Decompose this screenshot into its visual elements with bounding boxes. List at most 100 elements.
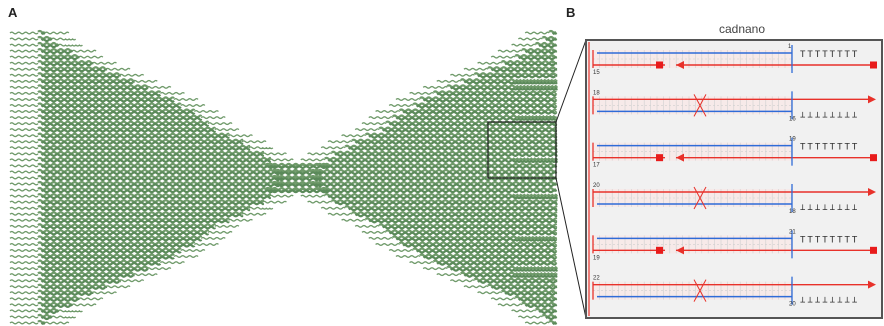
ss-overhang-left (44, 31, 70, 35)
helix-row-right-strand-b (449, 267, 558, 272)
helix-row-left-strand-a (37, 102, 182, 107)
helix-grid-strip (593, 235, 792, 254)
helix-row-right-strand-a (514, 54, 558, 58)
ss-loop-left (9, 152, 39, 156)
helix-row-right-strand-b (545, 38, 557, 43)
helix-row-right-strand-a (534, 41, 557, 46)
ss-overhang-left (91, 61, 117, 65)
ss-overhang-left (227, 134, 253, 138)
helix-row-right-strand-a (541, 35, 557, 40)
helix-row-left-strand-b (40, 56, 80, 61)
neck-helix-strand-a (272, 168, 323, 173)
scaffold-arrow-right (868, 95, 876, 104)
helix-row-left-strand-b (40, 243, 196, 248)
ss-loop-left (9, 230, 39, 234)
ss-overhang-left (132, 273, 158, 277)
ss-loop-left (9, 128, 39, 132)
helix-row-left-strand-a (37, 72, 121, 76)
helix-row-left-strand-b (40, 249, 182, 254)
panel-a-label: A (8, 5, 18, 20)
helix-row-left-strand-a (37, 217, 230, 221)
ss-overhang-right (327, 212, 353, 216)
helix-row-left-strand-b (40, 98, 175, 103)
ss-loop-left (9, 73, 39, 77)
scaffold-endcap (656, 246, 663, 254)
ss-loop-left (9, 55, 39, 59)
helix-grid-strip (593, 50, 792, 68)
cadnano-frame (585, 39, 883, 319)
helix-row-right-strand-b (436, 92, 557, 97)
helix-row-left-strand-b (40, 292, 94, 296)
ss-loop-left (9, 140, 39, 144)
ss-loop-left (9, 218, 39, 222)
helix-row-right-strand-b (388, 231, 558, 236)
scaffold-arrow-left (676, 61, 684, 69)
ss-overhang-right (300, 194, 326, 198)
helix-row-right-strand-b (327, 195, 558, 200)
helix-row-left-strand-b (40, 195, 272, 200)
helix-row-right-strand-b (368, 219, 558, 224)
helix-row-left-strand-a (37, 120, 210, 125)
helix-row-left-strand-a (37, 186, 277, 191)
helix-row-left-strand-b (40, 298, 80, 302)
ss-overhang-right (477, 291, 503, 295)
helix-row-right-strand-a (317, 162, 557, 167)
ss-overhang-left (51, 315, 77, 319)
ss-loop-left (9, 176, 39, 180)
ss-loop-left (9, 104, 39, 107)
helix-row-left-strand-b (40, 128, 216, 133)
helix-row-right-strand-b (477, 280, 558, 284)
helix-row-left-strand-a (37, 199, 265, 203)
ss-overhang-right (477, 61, 503, 65)
ss-overhang-right (497, 303, 523, 307)
ss-overhang-right (354, 128, 380, 132)
ss-loop-left (9, 158, 39, 162)
helix-row-right-strand-a (460, 78, 558, 83)
ss-overhang-left (78, 55, 104, 59)
helix-row-right-strand-b (504, 292, 558, 296)
helix-row-right-strand-b (313, 171, 557, 176)
scaffold-endcap-right (870, 61, 877, 69)
helix-row-left-strand-a (37, 41, 60, 46)
ss-overhang-left (173, 98, 199, 101)
helix-row-left-strand-b (40, 207, 251, 212)
ss-loop-left (9, 85, 39, 89)
helix-row-right-strand-b (395, 116, 558, 121)
helix-grid-strip (593, 189, 792, 207)
panel-a-origami-diagram (9, 29, 558, 326)
ss-overhang-right (300, 158, 326, 162)
scaffold-endcap (656, 154, 663, 162)
helix-row-right-strand-a (324, 156, 558, 161)
ss-loop-left (9, 243, 39, 246)
helix-row-left-strand-b (40, 141, 244, 145)
ss-loop-left (9, 212, 39, 216)
neck-helix-strand-b (268, 189, 329, 194)
ss-overhang-left (268, 158, 294, 162)
helix-row-right-strand-a (330, 199, 558, 203)
ss-overhang-left (146, 267, 172, 271)
helix-grid-strip (593, 281, 792, 300)
ss-overhang-right (395, 98, 421, 101)
panel-b-cadnano-view: 1 15 TTTTTTTT 18 16 ⊥⊥⊥⊥⊥⊥⊥⊥ 17 19 TTTTTTTT 20 18 ⊥… (585, 39, 883, 319)
scaffold-arrow-left (676, 246, 684, 255)
ss-overhang-right (517, 315, 543, 319)
helix-row-left-strand-b (40, 255, 175, 260)
helix-row-left-strand-b (40, 316, 53, 321)
helix-row-left-strand-b (40, 80, 135, 85)
ss-overhang-right (449, 73, 475, 77)
neck-helix-strand-b (268, 165, 329, 170)
helix-row-left-strand-b (40, 183, 284, 188)
helix-row-right-strand-b (381, 128, 558, 133)
helix-row-right-strand-b (436, 261, 557, 266)
ss-overhang-left (44, 321, 70, 325)
helix-number: 21 (789, 229, 796, 235)
helix-row-right-strand-b (313, 183, 557, 188)
helix-row-left-strand-b (40, 104, 182, 109)
ss-loop-left (9, 182, 39, 186)
helix-row-right-strand-b (415, 249, 557, 254)
ss-loop-left (9, 164, 39, 168)
helix-number: 20 (593, 183, 600, 189)
helix-row-left-strand-a (37, 162, 277, 167)
ss-loop-left (9, 297, 39, 301)
crossover-mark (693, 94, 707, 117)
